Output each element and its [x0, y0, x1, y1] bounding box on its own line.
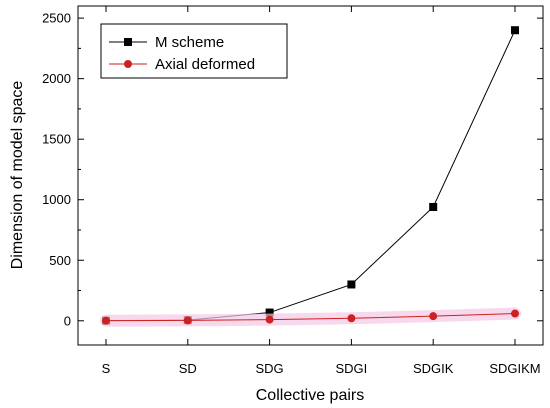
x-tick-label: SD — [179, 361, 197, 376]
x-tick-label: S — [102, 361, 111, 376]
y-tick-label: 1000 — [42, 192, 71, 207]
legend-box — [100, 23, 288, 79]
series-halo — [100, 307, 521, 327]
legend-label: Axial deformed — [155, 56, 255, 73]
x-tick-label: SDGIK — [413, 361, 454, 376]
axis-ticks: 0 500 1000 1500 2000 2500 S SD SDG SDGI SDGIK SDGIK… — [42, 6, 543, 376]
y-tick-label: 1500 — [42, 132, 71, 147]
data-point-square — [347, 280, 356, 289]
data-point-circle — [511, 309, 519, 318]
x-tick-label: SDG — [256, 361, 284, 376]
x-tick-label: SDGIKM — [489, 361, 540, 376]
y-axis-title: Dimension of model space — [9, 81, 26, 270]
legend: M scheme Axial deformed — [100, 23, 288, 79]
x-axis-title: Collective pairs — [256, 387, 364, 404]
data-point-square — [511, 26, 519, 35]
data-point-circle — [265, 315, 274, 324]
y-tick-label: 2500 — [42, 11, 71, 26]
series-line — [105, 313, 516, 322]
data-point-circle — [183, 316, 192, 325]
data-point-square — [265, 308, 274, 317]
y-tick-label: 2000 — [42, 71, 71, 86]
legend-circle-marker — [124, 60, 132, 68]
data-point-circle — [429, 312, 438, 321]
data-point-square — [429, 202, 438, 211]
legend-square-marker — [124, 38, 132, 46]
data-point-circle — [102, 316, 110, 325]
y-tick-label: 0 — [64, 313, 71, 328]
data-point-circle — [347, 314, 356, 323]
x-tick-label: SDGI — [336, 361, 368, 376]
y-tick-label: 500 — [49, 253, 71, 268]
series-layer — [100, 26, 521, 327]
legend-label: M scheme — [155, 34, 224, 51]
series-axial-deformed — [100, 307, 521, 327]
